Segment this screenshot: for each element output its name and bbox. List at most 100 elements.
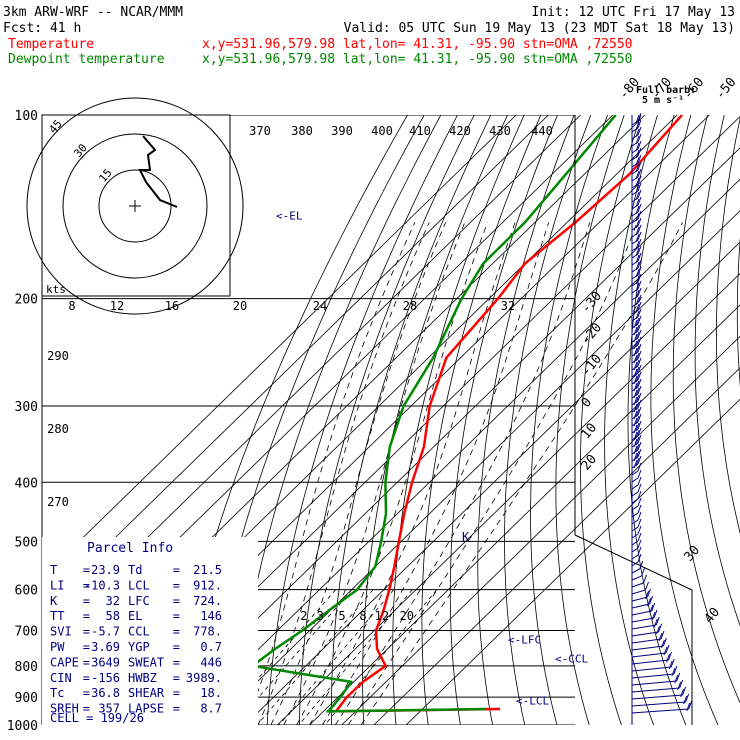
wind-barb-staff	[631, 477, 639, 483]
wind-barb-flag	[668, 651, 673, 661]
wind-barb-flag	[637, 441, 642, 451]
wind-barb-staff	[631, 295, 639, 301]
dry-adiabat	[266, 115, 458, 725]
wind-barb-flag	[673, 665, 678, 675]
wind-barb-flag	[633, 459, 638, 469]
wind-barb-flag	[635, 233, 640, 243]
hodograph-speed-label: 8	[68, 299, 75, 313]
theta-label: 410	[409, 124, 431, 138]
wind-barb	[631, 217, 642, 231]
dry-adiabat	[362, 115, 508, 725]
wind-barb-flag	[637, 504, 642, 514]
pressure-tick-800: 800	[15, 660, 38, 675]
wind-barb-flag	[651, 602, 656, 612]
parcel-info-cell: 3.69	[91, 640, 120, 654]
wind-barb	[631, 273, 642, 287]
hodograph-speed-label: 32	[501, 299, 515, 313]
isotherm-label-right: 40	[702, 605, 724, 627]
wind-barb	[631, 161, 642, 175]
wind-barb	[631, 175, 642, 189]
isotherm-label-top: -50	[713, 75, 740, 103]
wind-barb	[631, 364, 642, 378]
wind-barb	[631, 224, 642, 238]
wind-barb-flag	[637, 182, 642, 192]
parcel-info-cell: 58	[106, 609, 120, 623]
wind-barb	[631, 203, 642, 217]
wind-barb-flag	[658, 632, 663, 642]
isotherm-line	[308, 304, 740, 725]
wind-barb-flag	[641, 567, 646, 577]
parcel-info-cell: 0.7	[200, 640, 222, 654]
wind-barb-staff	[631, 533, 639, 539]
wind-barb-flag	[649, 604, 654, 614]
wind-barb-staff	[631, 505, 639, 511]
parcel-info-eq: =	[83, 609, 90, 623]
wind-barb	[631, 392, 642, 406]
theta-label: 420	[449, 124, 471, 138]
wind-barb-flag	[637, 392, 642, 402]
dry-adiabat	[392, 115, 525, 725]
wind-barb-flag	[635, 387, 640, 397]
level-marker: <-LFC	[508, 633, 541, 646]
parcel-info-cell: 357	[98, 702, 120, 716]
parcel-info-cell: EL	[128, 609, 142, 623]
model-title: 3km ARW-WRF -- NCAR/MMM	[3, 5, 183, 20]
isotherm-label-right: 0	[579, 395, 596, 411]
hodograph-speed-label: 28	[403, 299, 417, 313]
wind-barb-staff	[631, 141, 639, 147]
wind-barb	[631, 154, 642, 168]
wind-barb-flag	[633, 438, 638, 448]
wind-barb-flag	[637, 483, 642, 493]
wind-barb-staff	[631, 211, 639, 217]
wind-barb-staff	[631, 673, 674, 679]
wind-barb-flag	[637, 413, 642, 423]
parcel-info-eq: =	[173, 702, 180, 716]
dry-adiabat	[672, 115, 740, 704]
wind-barb-staff	[631, 659, 669, 665]
wind-barb-flag	[635, 114, 640, 124]
wind-barb-staff	[631, 596, 648, 602]
parcel-info-cell: SWEAT	[128, 655, 164, 669]
mixing-ratio-label: 2	[300, 609, 307, 623]
wind-barb-flag	[635, 275, 640, 285]
parcel-info-cell: 146	[200, 609, 222, 623]
wind-barb-flag	[643, 574, 647, 584]
wind-barb	[631, 119, 642, 133]
wind-barb	[631, 476, 642, 490]
wind-barb	[631, 630, 665, 644]
wind-barb-staff	[631, 232, 639, 238]
dry-adiabat	[716, 116, 740, 535]
temperature-curve	[335, 115, 683, 713]
wind-barb-staff	[631, 526, 639, 532]
theta-label: 430	[489, 124, 511, 138]
dry-adiabat	[694, 115, 740, 627]
wind-barb-flag	[633, 368, 638, 378]
wind-barb-flag	[663, 646, 668, 656]
wind-barb-flag	[637, 126, 642, 136]
pressure-tick-100: 100	[15, 109, 38, 124]
wind-barb-flag	[637, 427, 642, 437]
wind-barb-flag	[637, 511, 642, 521]
dry-adiabat	[627, 115, 687, 725]
wind-barb-flag	[633, 389, 638, 399]
parcel-info-eq: =	[83, 655, 90, 669]
parcel-info-cell: LI	[50, 578, 64, 592]
wind-barb-flag	[635, 289, 640, 299]
wind-barb	[631, 539, 642, 553]
wind-barb-flag	[635, 366, 640, 376]
wind-barb-flag	[637, 112, 642, 122]
wind-barb-flag	[637, 245, 642, 255]
wind-barb-flag	[637, 455, 642, 465]
parcel-info-cell: 446	[200, 655, 222, 669]
wind-barb-flag	[633, 347, 638, 357]
wind-barb-flag	[637, 189, 642, 199]
wind-barb-flag	[637, 224, 642, 234]
moist-adiabat	[322, 222, 550, 725]
wind-barb-flag	[635, 429, 640, 439]
moist-adiabat	[244, 222, 416, 725]
wind-barb-flag	[635, 310, 640, 320]
wind-barb-flag	[635, 359, 640, 369]
wind-barb-flag	[637, 532, 642, 542]
pressure-tick-900: 900	[15, 691, 38, 706]
dry-adiabat	[650, 115, 719, 725]
